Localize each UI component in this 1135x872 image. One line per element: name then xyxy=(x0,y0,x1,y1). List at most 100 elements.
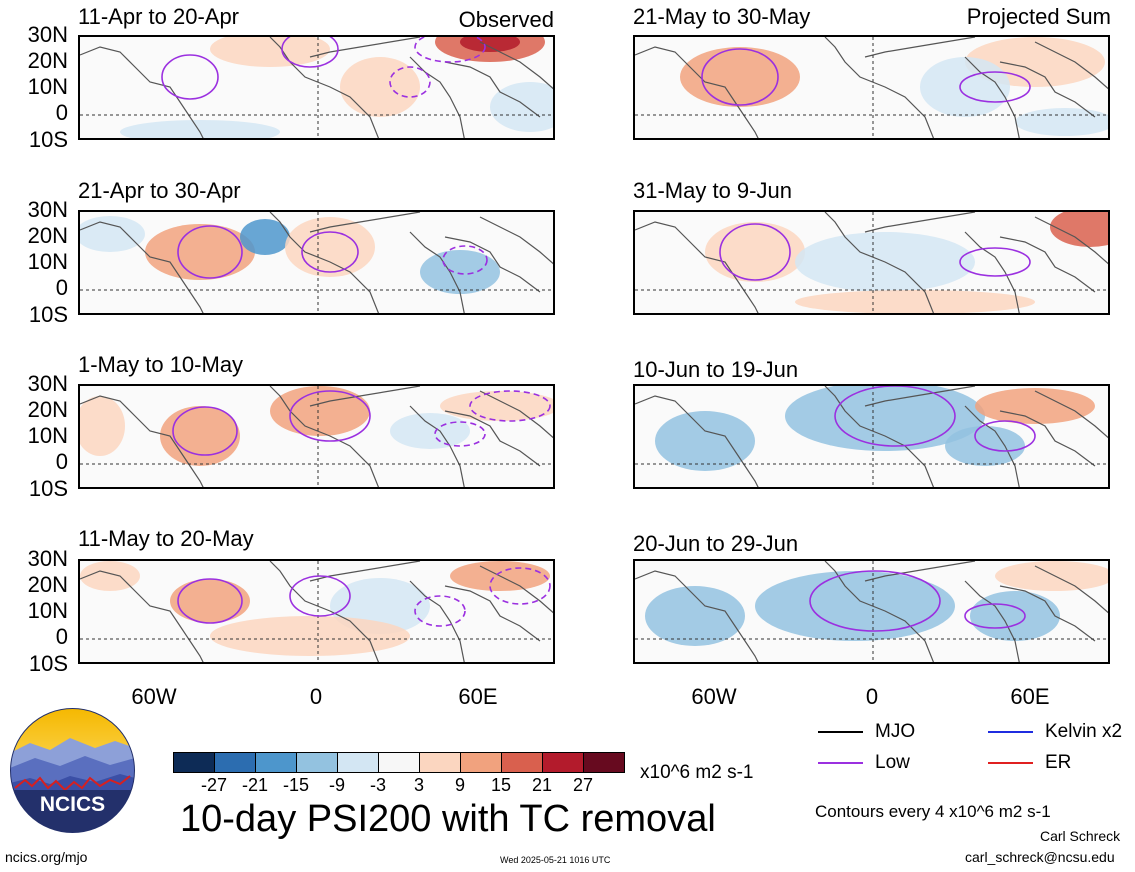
low-contour xyxy=(289,390,371,442)
low-contour xyxy=(834,386,956,447)
low-contour xyxy=(414,37,486,63)
anomaly-region xyxy=(80,396,125,456)
lat-label: 10N xyxy=(27,249,68,274)
legend-label-kelvin: Kelvin x2 xyxy=(1045,721,1123,742)
anomaly-region xyxy=(1015,108,1108,136)
lat-label: 10S xyxy=(28,651,68,676)
lat-label: 10N xyxy=(27,423,68,448)
projected-label: Projected Sum xyxy=(966,4,1111,29)
low-contour xyxy=(809,570,941,632)
panel-title-6: 31-May to 9-Jun xyxy=(633,178,792,203)
lon-label-60e-right: 60E xyxy=(1010,684,1050,709)
colorbar-cell xyxy=(502,753,543,772)
panel-title-2: 21-Apr to 30-Apr xyxy=(78,178,241,203)
panel-title-1: 11-Apr to 20-Apr xyxy=(78,4,240,29)
lat-label: 0 xyxy=(55,449,68,474)
psi200-map xyxy=(635,37,1108,138)
map-panel-proj-1 xyxy=(633,35,1110,140)
colorbar-tick-label: 15 xyxy=(490,775,512,795)
author: Carl Schreck xyxy=(1040,828,1121,844)
colorbar-tick-label: 27 xyxy=(572,775,594,795)
legend-low: Low xyxy=(818,752,910,774)
map-panel-obs-2 xyxy=(78,210,555,315)
colorbar-tick-label: 21 xyxy=(531,775,553,795)
anomaly-region xyxy=(210,616,410,656)
anomaly-region xyxy=(285,217,375,277)
low-contour xyxy=(177,578,243,624)
low-contour xyxy=(177,225,243,279)
lon-label-60w-left: 60W xyxy=(131,684,177,709)
low-contour xyxy=(719,223,791,281)
legend-line-er xyxy=(988,762,1033,764)
colorbar-cell xyxy=(215,753,256,772)
logo-text: NCICS xyxy=(40,793,105,816)
contour-note: Contours every 4 x10^6 m2 s-1 xyxy=(815,802,1051,821)
lat-label: 30N xyxy=(27,197,68,222)
map-panel-proj-4 xyxy=(633,559,1110,664)
lat-label: 20N xyxy=(27,572,68,597)
map-panel-proj-2 xyxy=(633,210,1110,315)
map-panel-obs-1 xyxy=(78,35,555,140)
panel-title-8: 20-Jun to 29-Jun xyxy=(633,531,799,556)
psi200-map xyxy=(635,212,1108,313)
anomaly-region xyxy=(390,413,470,449)
colorbar-cell xyxy=(543,753,584,772)
psi200-map xyxy=(80,212,553,313)
low-contour xyxy=(301,231,359,273)
legend-label-low: Low xyxy=(875,752,910,773)
low-contour xyxy=(289,575,351,617)
low-contour xyxy=(964,603,1026,629)
anomaly-region xyxy=(645,586,745,646)
lat-label: 20N xyxy=(27,397,68,422)
lat-label: 10S xyxy=(28,127,68,152)
map-panel-proj-3 xyxy=(633,384,1110,489)
anomaly-region xyxy=(420,250,500,294)
colorbar-tick-label: -15 xyxy=(282,775,309,795)
lat-label: 10N xyxy=(27,74,68,99)
site-link[interactable]: ncics.org/mjo xyxy=(5,849,88,865)
low-contour xyxy=(489,567,551,605)
psi200-map xyxy=(80,37,553,138)
anomaly-region xyxy=(785,386,985,451)
legend-label-mjo: MJO xyxy=(875,721,916,742)
lat-label: 20N xyxy=(27,223,68,248)
psi200-map xyxy=(80,561,553,662)
colorbar-cell xyxy=(584,753,624,772)
legend-line-kelvin xyxy=(988,731,1033,733)
lat-label: 10S xyxy=(28,476,68,501)
low-contour xyxy=(172,406,238,456)
lat-label: 20N xyxy=(27,48,68,73)
lat-label: 30N xyxy=(27,546,68,571)
anomaly-region xyxy=(920,57,1010,117)
colorbar-tick-label: -27 xyxy=(200,775,227,795)
colorbar-cell xyxy=(461,753,502,772)
colorbar-units: x10^6 m2 s-1 xyxy=(640,762,754,783)
lon-label-0-right: 0 xyxy=(865,684,879,709)
lon-label-60w-right: 60W xyxy=(691,684,737,709)
psi200-map xyxy=(635,561,1108,662)
panel-title-5: 21-May to 30-May xyxy=(633,4,811,29)
psi200-map xyxy=(635,386,1108,487)
colorbar-cell xyxy=(174,753,215,772)
low-contour xyxy=(414,595,466,627)
colorbar-cell xyxy=(379,753,420,772)
legend-mjo: MJO xyxy=(818,721,915,743)
low-contour xyxy=(434,421,486,447)
panel-title-7: 10-Jun to 19-Jun xyxy=(633,357,799,382)
legend-line-mjo xyxy=(818,731,863,733)
timestamp: Wed 2025-05-21 1016 UTC xyxy=(500,855,611,865)
anomaly-region xyxy=(655,411,755,471)
anomaly-region xyxy=(170,579,250,623)
colorbar-tick-label: -3 xyxy=(369,775,386,795)
anomaly-region xyxy=(755,571,955,641)
lat-label: 0 xyxy=(55,100,68,125)
lat-label: 10S xyxy=(28,302,68,327)
anomaly-region xyxy=(340,57,420,117)
anomaly-region xyxy=(680,47,800,107)
anomaly-region xyxy=(80,561,140,591)
ncics-logo: NCICS xyxy=(10,708,135,833)
panel-title-4: 11-May to 20-May xyxy=(78,526,254,551)
colorbar-cell xyxy=(297,753,338,772)
anomaly-region xyxy=(210,37,330,67)
anomaly-region xyxy=(440,391,553,421)
